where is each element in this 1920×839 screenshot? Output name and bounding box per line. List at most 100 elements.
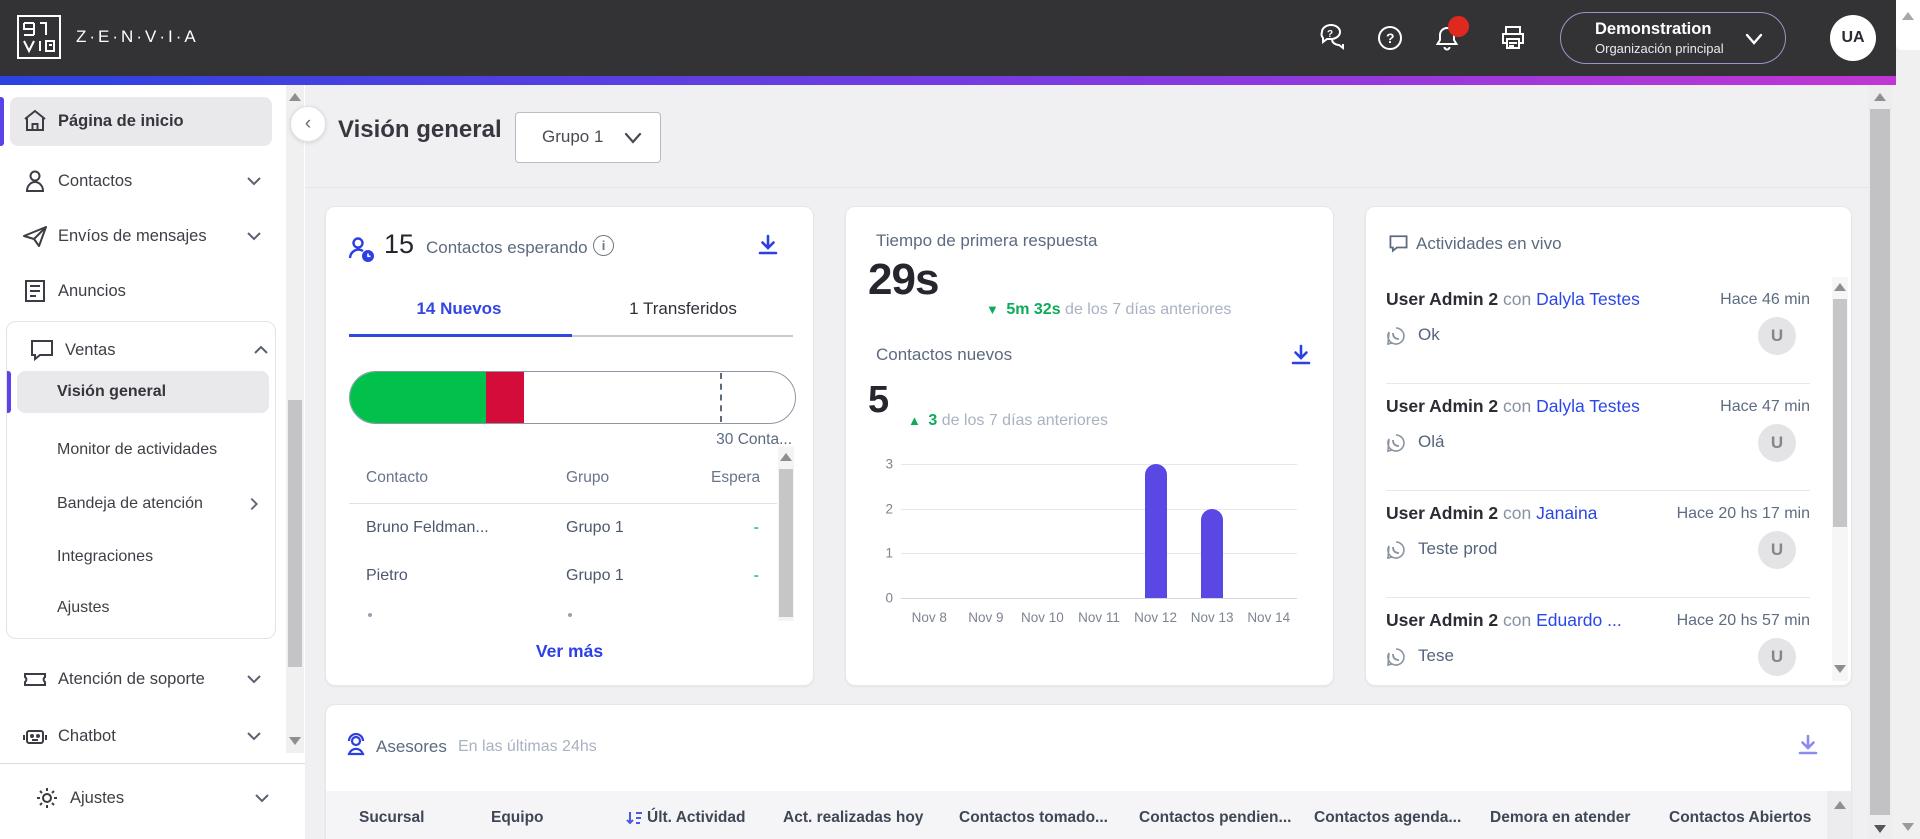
- advisors-column-header[interactable]: Sucursal: [359, 809, 424, 827]
- chart-bar-nov-13: [1201, 508, 1224, 598]
- sidebar-item-contacts[interactable]: Contactos: [0, 157, 280, 205]
- waiting-table-scrollbar-thumb[interactable]: [779, 469, 793, 617]
- waiting-table-row[interactable]: Pietro Grupo 1 -: [349, 552, 777, 600]
- home-icon: [22, 108, 48, 134]
- waiting-table-row[interactable]: Bruno Feldman... Grupo 1 -: [349, 504, 777, 552]
- advisors-column-header[interactable]: Contactos Abiertos: [1669, 809, 1811, 827]
- support-chat-icon[interactable]: ?: [1318, 24, 1346, 52]
- column-label: Equipo: [491, 809, 544, 826]
- activity-message: Tese: [1418, 646, 1454, 665]
- sidebar-item-settings[interactable]: Ajustes: [0, 774, 280, 822]
- cell-contact: Bruno Feldman...: [366, 519, 489, 536]
- chevron-down-icon: [244, 726, 264, 746]
- column-label: Act. realizadas hoy: [783, 809, 924, 826]
- activity-contact-link[interactable]: Eduardo ...: [1536, 610, 1622, 630]
- sidebar-item-sales-overview[interactable]: Visión general: [57, 383, 167, 400]
- topbar: Z·E·N·V·I·A ? ?: [0, 0, 1920, 76]
- download-icon[interactable]: [1796, 733, 1820, 757]
- avatar: U: [1758, 638, 1796, 676]
- list-divider: [1386, 490, 1810, 491]
- group-filter-select[interactable]: Grupo 1: [515, 112, 661, 163]
- advisors-column-header[interactable]: Contactos agenda...: [1314, 809, 1461, 827]
- main-content-scrollbar[interactable]: [1868, 85, 1892, 839]
- advisors-column-header[interactable]: Act. realizadas hoy: [783, 809, 923, 827]
- avatar: U: [1758, 531, 1796, 569]
- brand[interactable]: Z·E·N·V·I·A: [16, 14, 199, 60]
- sidebar-item-sales[interactable]: Ventas: [7, 326, 271, 374]
- new-contacts-label: Contactos nuevos: [876, 345, 1013, 364]
- column-label: Demora en atender: [1490, 809, 1631, 826]
- sidebar-item-sales-monitor[interactable]: Monitor de actividades: [57, 441, 218, 458]
- activity-time: Hace 47 min: [1720, 398, 1810, 415]
- whatsapp-channel-icon: [1386, 326, 1406, 346]
- main-scrollbar-thumb[interactable]: [1870, 109, 1890, 815]
- page-header-divider: [305, 187, 1868, 188]
- activity-user: User Admin 2 con Janaina: [1386, 503, 1598, 523]
- chart-gridline: [901, 464, 1297, 465]
- new-contacts-bar-chart: 3 2 1 0 Nov 8 Nov 9 Nov 10 Nov 11 Nov 12 Nov 13 No…: [885, 457, 1297, 625]
- activity-user: User Admin 2 con Eduardo ...: [1386, 610, 1622, 630]
- download-icon[interactable]: [756, 233, 780, 257]
- info-icon[interactable]: i: [593, 235, 614, 256]
- activity-contact-link[interactable]: Dalyla Testes: [1536, 289, 1640, 309]
- activity-item[interactable]: User Admin 2 con Dalyla Testes Hace 47 mi…: [1366, 384, 1828, 491]
- advisors-table-scrollbar[interactable]: [1827, 791, 1851, 839]
- svg-text:?: ?: [1386, 30, 1395, 46]
- activity-contact-link[interactable]: Janaina: [1536, 503, 1598, 523]
- whatsapp-channel-icon: [1386, 540, 1406, 560]
- activity-con-text: con: [1503, 503, 1537, 523]
- tab-new-contacts[interactable]: 14 Nuevos: [416, 299, 502, 318]
- print-icon[interactable]: [1499, 24, 1527, 52]
- window-scrollbar-top-button[interactable]: [1896, 0, 1920, 50]
- download-icon[interactable]: [1289, 343, 1313, 367]
- sidebar-item-chatbot[interactable]: Chatbot: [0, 712, 280, 760]
- column-wait: Espera: [711, 469, 761, 486]
- notifications-bell-icon[interactable]: [1433, 16, 1469, 52]
- sidebar-item-support[interactable]: Atención de soporte: [0, 655, 280, 703]
- chart-gridline: [901, 598, 1297, 599]
- sidebar-scrollbar[interactable]: [286, 85, 304, 753]
- activity-contact-link[interactable]: Dalyla Testes: [1536, 396, 1640, 416]
- sidebar-item-messages[interactable]: Envíos de mensajes: [0, 212, 280, 260]
- sidebar-item-announcements[interactable]: Anuncios: [0, 267, 280, 315]
- progress-green-segment: [350, 372, 487, 423]
- activity-item[interactable]: User Admin 2 con Dalyla Testes Hace 46 mi…: [1366, 277, 1828, 384]
- sidebar-item-sales-inbox[interactable]: Bandeja de atención: [7, 482, 271, 526]
- window-scrollbar[interactable]: [1896, 0, 1920, 839]
- waiting-label: Contactos esperando: [426, 238, 588, 257]
- activity-item[interactable]: User Admin 2 con Janaina Hace 20 hs 17 mi…: [1366, 491, 1828, 598]
- advisors-column-header[interactable]: Últ. Actividad: [625, 809, 745, 827]
- sidebar-collapse-button[interactable]: ‹: [290, 106, 326, 142]
- sidebar-item-home[interactable]: Página de inicio: [0, 97, 280, 145]
- brand-name: Z·E·N·V·I·A: [76, 27, 199, 46]
- advisors-column-header[interactable]: Contactos pendien...: [1139, 809, 1291, 827]
- advisors-column-header[interactable]: Contactos tomado...: [959, 809, 1108, 827]
- active-indicator: [7, 371, 11, 413]
- y-axis-tick-label: 0: [885, 590, 893, 606]
- organization-selector[interactable]: Demonstration Organización principal: [1560, 12, 1786, 64]
- chevron-down-icon: [252, 788, 272, 808]
- column-contact: Contacto: [366, 469, 429, 486]
- avatar: U: [1758, 424, 1796, 462]
- cell-wait: -: [753, 567, 759, 584]
- column-label: Contactos agenda...: [1314, 809, 1462, 826]
- see-more-link[interactable]: Ver más: [535, 641, 604, 661]
- cell-group: Grupo 1: [566, 519, 624, 536]
- activities-scrollbar[interactable]: [1832, 277, 1848, 681]
- waiting-table-scrollbar[interactable]: [778, 447, 794, 621]
- organization-subtitle: Organización principal: [1595, 41, 1724, 56]
- user-avatar[interactable]: UA: [1830, 15, 1876, 61]
- activities-scrollbar-thumb[interactable]: [1833, 299, 1847, 527]
- activity-time: Hace 46 min: [1720, 291, 1810, 308]
- activities-list: User Admin 2 con Dalyla Testes Hace 46 mi…: [1366, 277, 1828, 705]
- sidebar-scrollbar-thumb[interactable]: [288, 400, 302, 667]
- advisors-column-header[interactable]: Equipo: [491, 809, 544, 827]
- activity-item[interactable]: User Admin 2 con Eduardo ... Hace 20 hs 5…: [1366, 598, 1828, 705]
- sidebar-item-sales-settings[interactable]: Ajustes: [57, 599, 110, 616]
- x-axis-tick-label: Nov 11: [1078, 610, 1120, 625]
- tab-transferred-contacts[interactable]: 1 Transferidos: [629, 299, 737, 318]
- column-label: Sucursal: [359, 809, 425, 826]
- sidebar-item-sales-integrations[interactable]: Integraciones: [57, 548, 154, 565]
- advisors-column-header[interactable]: Demora en atender: [1490, 809, 1630, 827]
- help-icon[interactable]: ?: [1376, 24, 1404, 52]
